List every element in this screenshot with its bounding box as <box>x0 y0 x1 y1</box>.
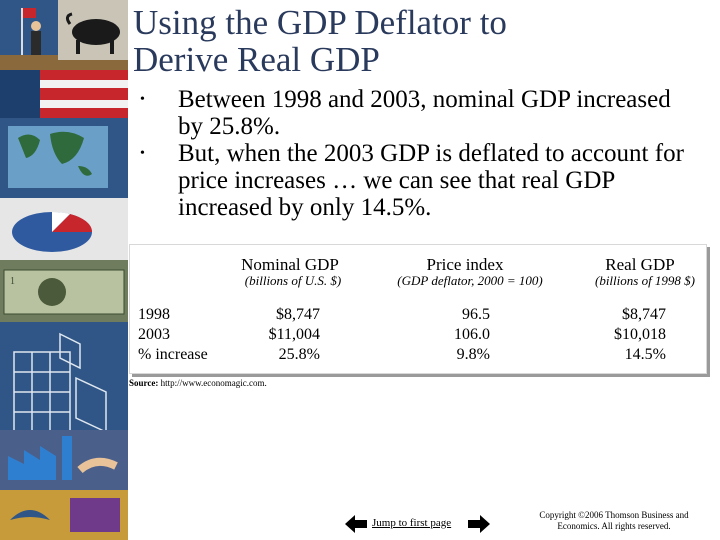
column-header-price-index: Price index <box>426 255 504 274</box>
row-label-1998: 1998 <box>138 306 170 323</box>
bullet-marker: • <box>140 92 145 107</box>
bull-icon <box>58 0 128 60</box>
slide-title: Using the GDP Deflator to Derive Real GD… <box>133 4 693 78</box>
cell-real-2003: $10,018 <box>614 326 666 343</box>
bullet-marker: • <box>140 146 145 161</box>
bullet-text: But, when the 2003 GDP is deflated to ac… <box>178 140 684 221</box>
banknote-icon: 1 <box>0 260 128 322</box>
cell-price-2003: 106.0 <box>454 326 490 343</box>
world-map-icon <box>0 118 128 198</box>
source-url: http://www.economagic.com. <box>160 378 267 388</box>
cell-nominal-2003: $11,004 <box>268 326 320 343</box>
gdp-table: Nominal GDP (billions of U.S. $) Price i… <box>129 244 707 374</box>
source-label: Source: <box>129 378 159 388</box>
previous-arrow-icon[interactable] <box>345 515 367 533</box>
bullet-item: • But, when the 2003 GDP is deflated to … <box>140 140 700 221</box>
bird-icon <box>0 490 128 540</box>
copyright-notice: Copyright ©2006 Thomson Business and Eco… <box>520 510 708 532</box>
row-label-percent-increase: % increase <box>138 346 208 363</box>
cell-real-percent: 14.5% <box>624 346 666 363</box>
cell-price-percent: 9.8% <box>456 346 490 363</box>
slide-title-line-2: Derive Real GDP <box>133 40 380 79</box>
cell-nominal-percent: 25.8% <box>278 346 320 363</box>
decorative-strip: 1 <box>0 0 128 540</box>
cell-nominal-1998: $8,747 <box>276 306 320 323</box>
bullet-text: Between 1998 and 2003, nominal GDP incre… <box>178 86 671 140</box>
source-note: Source: http://www.economagic.com. <box>129 378 267 389</box>
factory-icon <box>0 430 128 490</box>
copyright-line-1: Copyright ©2006 Thomson Business and <box>539 510 689 520</box>
cell-real-1998: $8,747 <box>622 306 666 323</box>
column-header-real-gdp: Real GDP <box>605 255 675 274</box>
cell-price-1998: 96.5 <box>462 306 490 323</box>
column-subheader-nominal-gdp: (billions of U.S. $) <box>244 273 342 288</box>
column-header-nominal-gdp: Nominal GDP <box>241 255 339 274</box>
bullet-list: • Between 1998 and 2003, nominal GDP inc… <box>140 86 700 221</box>
row-label-2003: 2003 <box>138 326 170 343</box>
next-arrow-icon[interactable] <box>468 515 490 533</box>
column-subheader-price-index: (GDP deflator, 2000 = 100) <box>397 273 543 288</box>
slide-title-line-1: Using the GDP Deflator to <box>133 3 507 42</box>
bullet-item: • Between 1998 and 2003, nominal GDP inc… <box>140 86 700 140</box>
svg-text:1: 1 <box>10 276 15 287</box>
copyright-line-2: Economics. All rights reserved. <box>557 521 671 531</box>
column-subheader-real-gdp: (billions of 1998 $) <box>594 273 696 288</box>
jump-to-first-page-link[interactable]: Jump to first page <box>372 517 452 529</box>
building-icon <box>0 322 128 440</box>
pie-chart-icon <box>0 198 128 260</box>
